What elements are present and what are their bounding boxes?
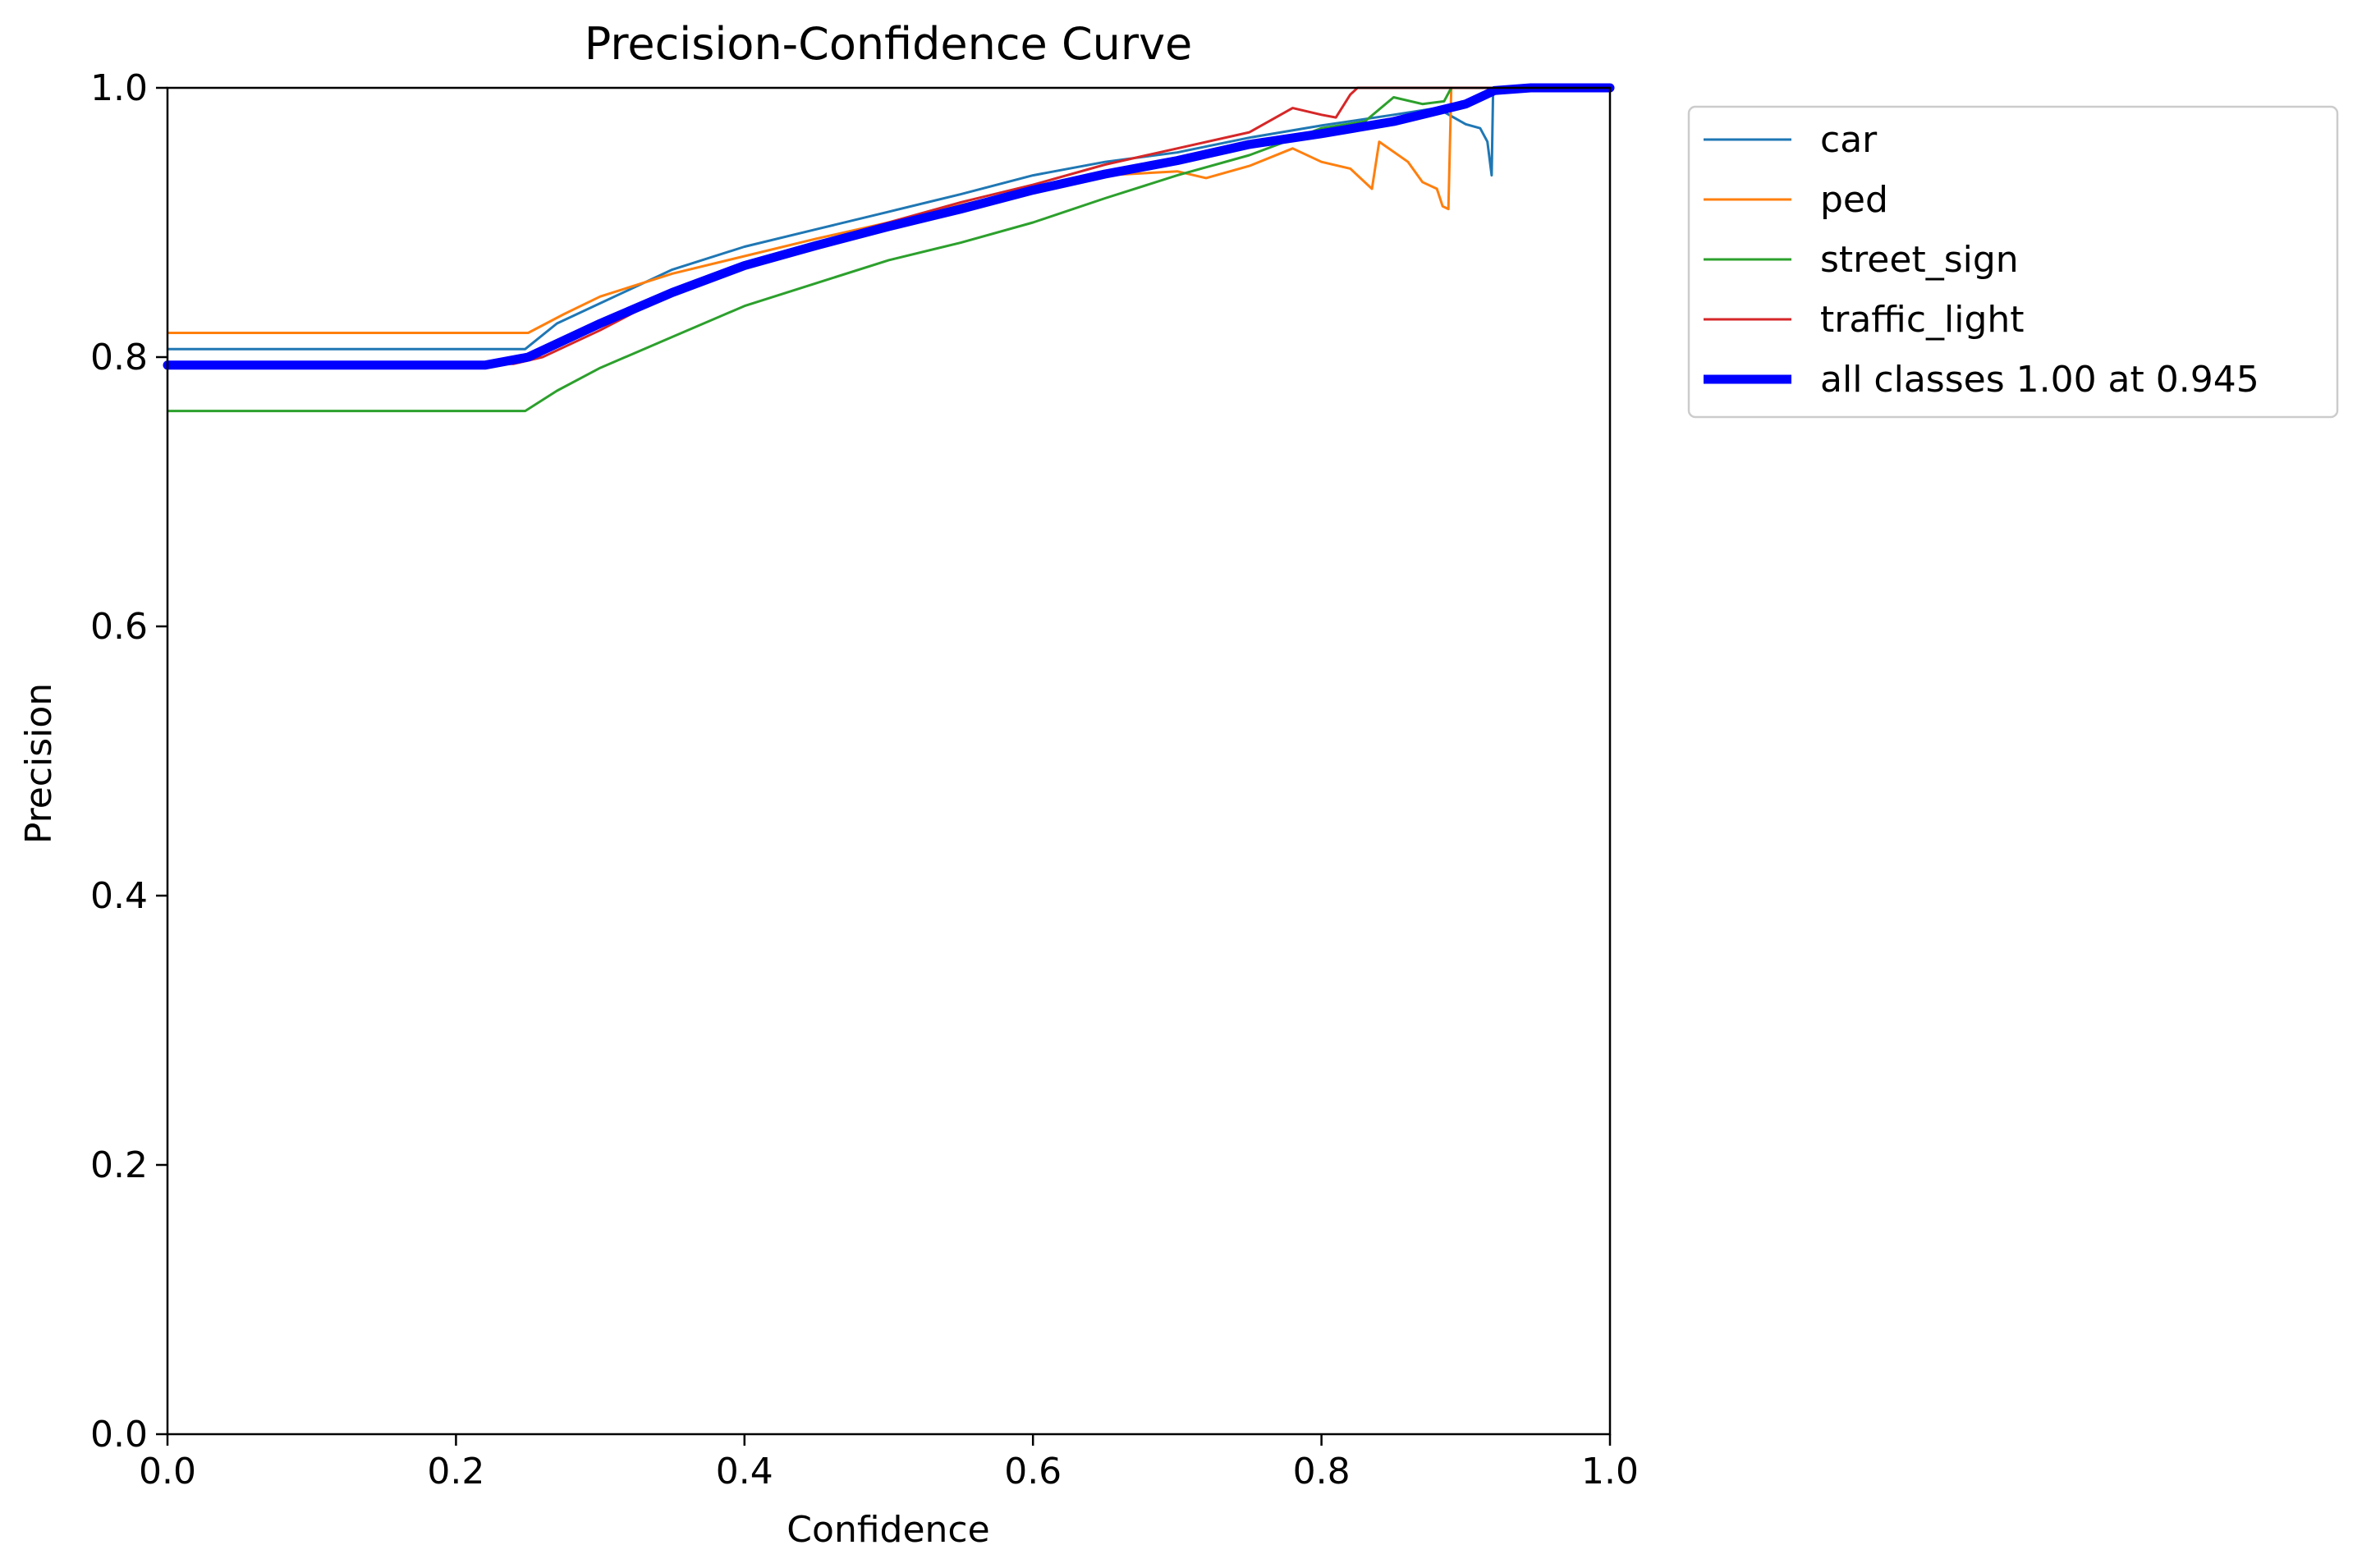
series-line-traffic-light xyxy=(167,86,1610,365)
x-tick-label: 0.4 xyxy=(716,1451,773,1492)
legend-label: ped xyxy=(1820,179,1888,221)
series-line-street-sign xyxy=(167,86,1610,413)
series-layer xyxy=(163,83,1615,413)
plot-area xyxy=(167,88,1610,1434)
y-axis-ticks: 0.0 0.2 0.4 0.6 0.8 1.0 xyxy=(90,67,167,1456)
plot-frame xyxy=(166,86,1612,1436)
y-tick-label: 0.0 xyxy=(90,1414,148,1456)
legend-label: traffic_light xyxy=(1820,299,2025,341)
x-tick-label: 0.8 xyxy=(1293,1451,1351,1492)
x-tick-label: 1.0 xyxy=(1581,1451,1639,1492)
legend-label: street_sign xyxy=(1820,239,2019,281)
x-tick-label: 0.2 xyxy=(427,1451,484,1492)
x-tick-label: 0.6 xyxy=(1004,1451,1062,1492)
y-tick-label: 0.2 xyxy=(90,1144,148,1186)
y-tick-label: 1.0 xyxy=(90,67,148,109)
x-axis-label: Confidence xyxy=(787,1509,989,1551)
series-line-all xyxy=(163,83,1615,370)
y-axis-label: Precision xyxy=(18,683,60,844)
legend-frame xyxy=(1687,105,2339,419)
legend-label: car xyxy=(1820,119,1878,161)
legend-label: all classes 1.00 at 0.945 xyxy=(1820,359,2259,401)
y-tick-label: 0.8 xyxy=(90,337,148,378)
series-line-car xyxy=(167,86,1610,351)
x-tick-label: 0.0 xyxy=(139,1451,196,1492)
y-tick-label: 0.6 xyxy=(90,606,148,648)
chart-title: Precision-Confidence Curve xyxy=(585,18,1193,70)
series-line-ped xyxy=(167,86,1610,334)
x-axis-ticks: 0.0 0.2 0.4 0.6 0.8 1.0 xyxy=(139,1434,1639,1492)
y-tick-label: 0.4 xyxy=(90,875,148,917)
